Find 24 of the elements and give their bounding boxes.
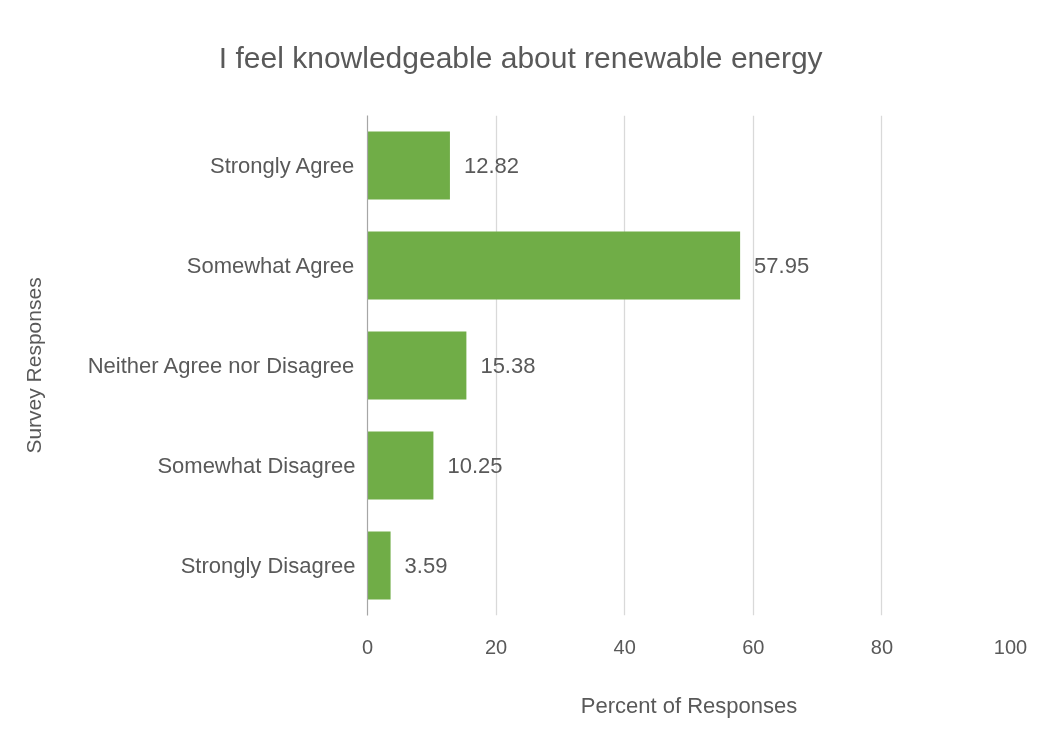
y-tick-label: Somewhat Agree [186,253,355,278]
bar [367,231,741,300]
y-tick-label: Somewhat Disagree [157,453,356,478]
bar [367,131,450,200]
x-tick-label: 80 [870,635,894,658]
chart-title: I feel knowledgeable about renewable energy [218,40,823,74]
x-tick-label: 60 [742,635,765,658]
y-tick-label: Strongly Agree [209,153,355,178]
y-tick-label: Strongly Disagree [180,553,356,578]
data-label: 57.95 [754,253,810,278]
data-label: 12.82 [463,153,519,178]
x-axis-title: Percent of Responses [580,692,798,718]
x-tick-label: 100 [993,635,1028,658]
bar [367,431,434,500]
y-axis-title: Survey Responses [21,277,45,454]
x-tick-label: 0 [361,635,374,658]
data-label: 3.59 [404,553,448,578]
data-label: 15.38 [480,353,536,378]
data-label: 10.25 [447,453,503,478]
x-tick-label: 20 [484,635,508,658]
y-tick-label: Neither Agree nor Disagree [87,353,355,378]
bar [367,531,391,600]
x-tick-label: 40 [613,635,636,658]
bar [367,331,467,400]
